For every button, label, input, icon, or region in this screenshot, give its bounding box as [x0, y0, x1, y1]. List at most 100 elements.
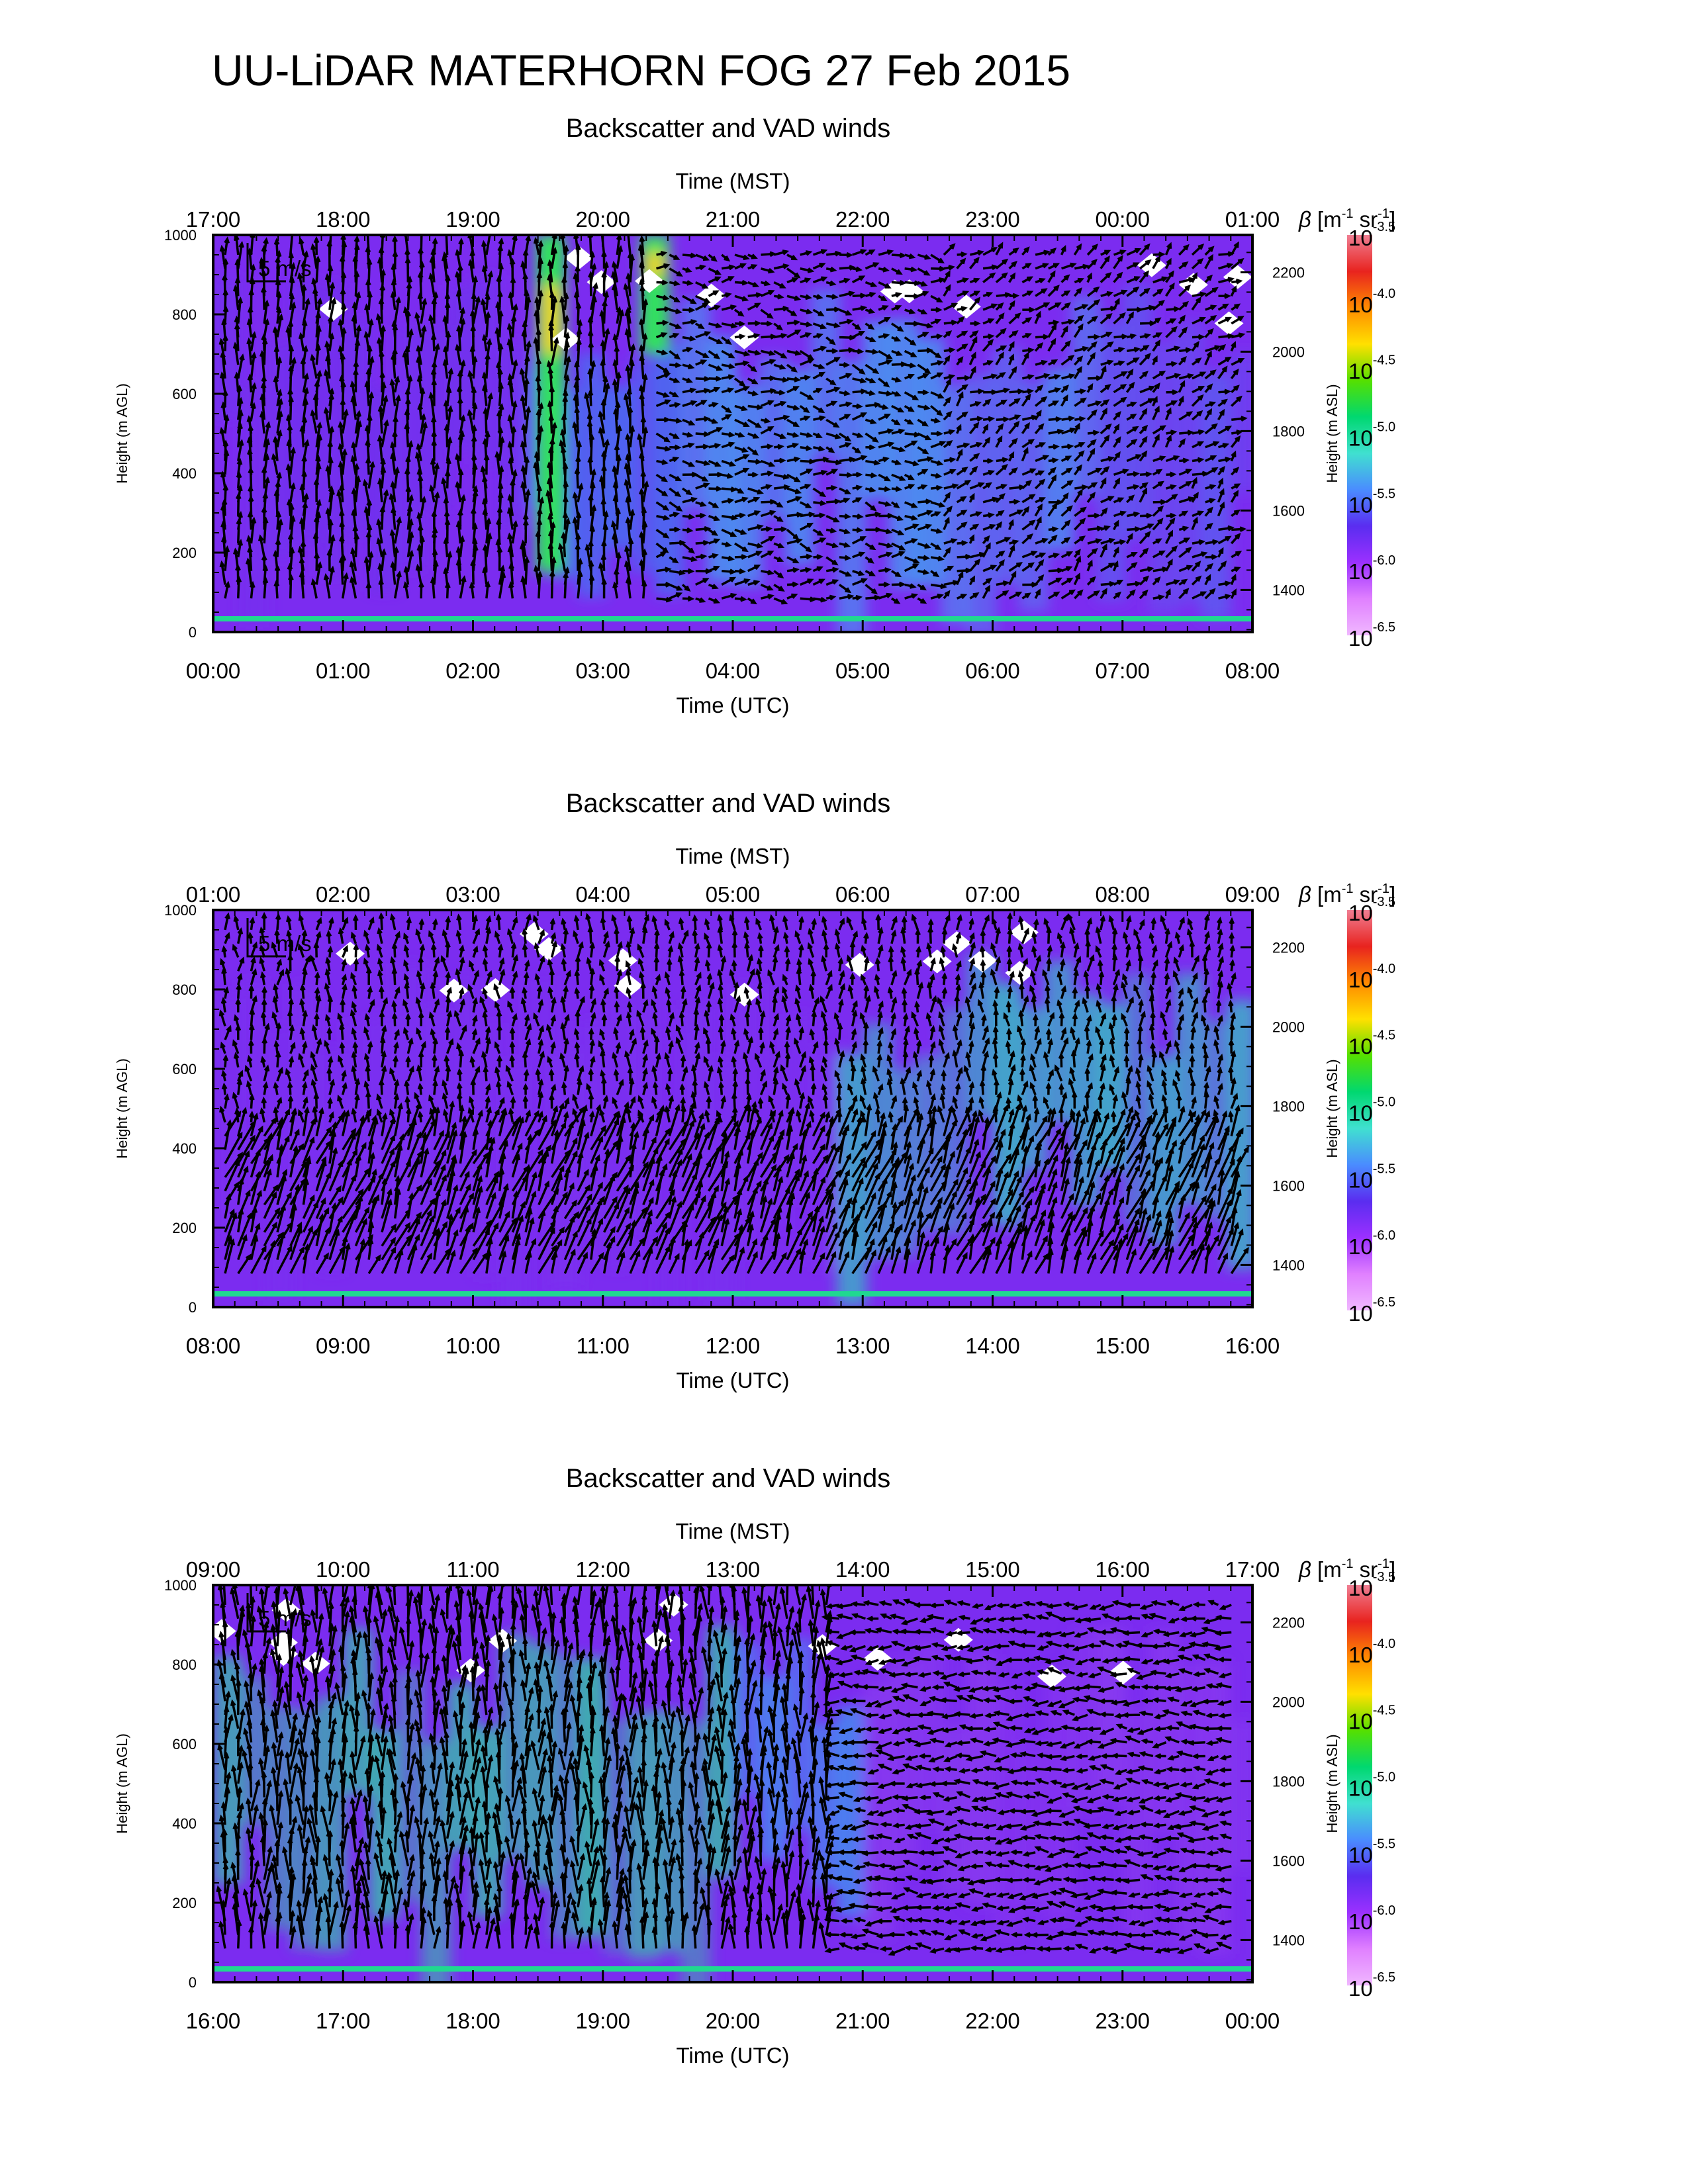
wind-arrowhead — [946, 440, 953, 447]
wind-arrow — [299, 915, 305, 931]
x2-tick-label: 22:00 — [835, 207, 890, 232]
wind-arrowhead — [509, 257, 516, 265]
wind-arrow — [404, 583, 410, 599]
wind-arrowhead — [898, 446, 906, 453]
wind-arrowhead — [969, 575, 976, 582]
wind-arrowhead — [767, 443, 774, 450]
wind-arrowhead — [1050, 467, 1056, 474]
wind-arrowhead — [661, 349, 669, 355]
wind-arrowhead — [1154, 576, 1161, 583]
wind-arrow — [367, 1154, 375, 1178]
wind-arrowhead — [562, 462, 569, 469]
wind-arrowhead — [600, 359, 606, 366]
wind-arrowhead — [289, 276, 295, 284]
wind-arrow — [1113, 312, 1125, 325]
chart-panel-2: Backscatter and VAD winds Time (MST) 5 m/s… — [0, 675, 1688, 1392]
wind-arrow — [302, 1108, 308, 1136]
wind-arrow — [250, 1224, 260, 1247]
wind-arrowhead — [236, 457, 243, 465]
wind-arrowhead — [472, 543, 479, 551]
wind-arrowhead — [989, 272, 996, 279]
wind-arrowhead — [377, 256, 383, 264]
wind-arrow — [340, 486, 344, 502]
wind-arrowhead — [860, 412, 868, 418]
wind-arrowhead — [297, 1109, 304, 1116]
wind-arrowhead — [300, 357, 306, 365]
wind-arrowhead — [767, 550, 774, 556]
wind-arrowhead — [1130, 401, 1137, 408]
wind-arrow — [289, 1185, 300, 1219]
wind-arrow — [250, 1236, 258, 1260]
wind-arrowhead — [481, 334, 488, 341]
wind-arrowhead — [563, 571, 569, 578]
wind-arrowhead — [246, 1054, 253, 1062]
wind-arrow — [220, 562, 226, 585]
wind-arrowhead — [564, 340, 571, 348]
wind-arrowhead — [220, 1041, 226, 1049]
wind-arrowhead — [221, 1069, 227, 1077]
wind-arrowhead — [991, 373, 998, 379]
wind-arrowhead — [221, 945, 228, 952]
wind-arrowhead — [469, 581, 475, 589]
wind-arrowhead — [1078, 450, 1085, 457]
wind-arrowhead — [1092, 547, 1098, 555]
wind-arrowhead — [350, 1132, 356, 1140]
wind-arrowhead — [273, 983, 279, 991]
wind-arrowhead — [833, 422, 840, 428]
wind-arrow — [1074, 518, 1086, 531]
wind-arrowhead — [689, 336, 696, 341]
wind-arrowhead — [702, 283, 709, 289]
wind-arrowhead — [629, 359, 635, 367]
wind-arrowhead — [984, 398, 992, 405]
wind-arrow — [381, 373, 384, 392]
wind-arrowhead — [716, 486, 723, 492]
wind-arrowhead — [287, 533, 294, 540]
wind-arrowhead — [302, 968, 308, 976]
wind-arrow — [341, 574, 348, 599]
wind-arrow — [1073, 324, 1084, 338]
wind-arrow — [259, 928, 265, 944]
wind-arrowhead — [1069, 428, 1077, 433]
wind-arrow — [392, 265, 397, 283]
wind-arrowhead — [855, 594, 863, 601]
wind-arrow — [522, 332, 527, 351]
wind-arrowhead — [1104, 250, 1111, 255]
wind-arrowhead — [261, 269, 267, 277]
wind-arrowhead — [303, 1096, 308, 1103]
wind-arrow — [237, 929, 242, 944]
wind-arrowhead — [779, 457, 786, 464]
wind-arrow — [418, 294, 422, 310]
wind-arrowhead — [673, 377, 680, 383]
wind-arrowhead — [1207, 522, 1213, 529]
wind-arrowhead — [287, 983, 294, 991]
wind-arrowhead — [818, 578, 825, 584]
wind-arrowhead — [359, 1238, 366, 1246]
wind-arrow — [263, 518, 267, 544]
wind-arrow — [629, 345, 635, 365]
wind-arrowhead — [725, 414, 732, 420]
wind-arrowhead — [816, 333, 823, 339]
wind-arrowhead — [820, 596, 827, 603]
wind-arrowhead — [290, 261, 296, 269]
vad-wind-arrows — [218, 235, 1248, 605]
wind-arrow — [406, 520, 412, 544]
wind-arrowhead — [778, 586, 785, 592]
wind-arrow — [1113, 469, 1128, 476]
wind-arrowhead — [273, 1081, 279, 1089]
wind-arrowhead — [238, 1207, 244, 1215]
wind-arrow — [852, 578, 867, 586]
wind-arrowhead — [937, 593, 944, 600]
wind-arrowhead — [1062, 385, 1069, 391]
wind-arrowhead — [355, 410, 361, 417]
wind-arrow — [289, 303, 295, 324]
wind-arrowhead — [922, 448, 929, 455]
wind-arrowhead — [1011, 366, 1017, 373]
wind-arrowhead — [612, 533, 618, 540]
wind-arrowhead — [584, 392, 590, 399]
wind-arrowhead — [986, 291, 994, 298]
wind-arrowhead — [327, 995, 334, 1003]
wind-arrowhead — [467, 235, 473, 239]
wind-arrowhead — [522, 512, 529, 520]
wind-arrowhead — [434, 462, 440, 470]
wind-arrowhead — [1132, 426, 1139, 432]
